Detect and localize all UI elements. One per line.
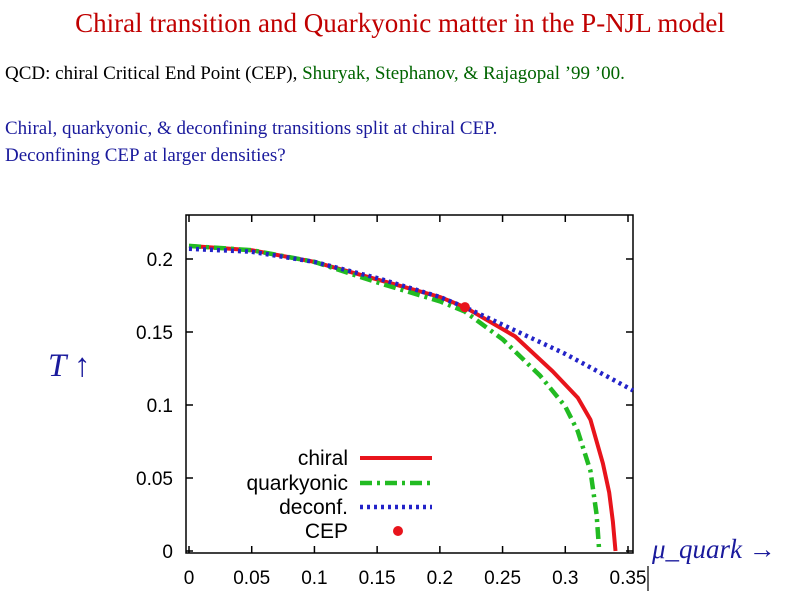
y-tick-label: 0 [162,542,173,563]
legend-label-deconf: deconf. [279,496,348,519]
cep-intro-line: QCD: chiral Critical End Point (CEP), Sh… [5,63,625,85]
x-tick-label: 0.2 [427,568,453,589]
legend-label-quarkyonic: quarkyonic [246,472,348,495]
cep-point [459,302,470,313]
slide-title: Chiral transition and Quarkyonic matter … [75,8,725,38]
tick-marks [186,215,633,553]
legend-label-chiral: chiral [298,447,348,470]
plot-frame [185,214,634,554]
deconfining-cep-question: Deconfining CEP at larger densities? [5,145,286,166]
y-tick-label: 0.2 [147,250,173,271]
y-tick-label: 0.1 [147,396,173,417]
legend: chiral quarkyonic deconf. CEP [246,447,432,543]
x-tick-label: 0.05 [233,568,270,589]
x-axis-label: μ_quark → [651,534,776,564]
x-tick-label: 0.3 [552,568,578,589]
curve-chiral [188,243,618,552]
x-tick-labels: 0 0.05 0.1 0.15 0.2 0.25 0.3 0.35 [184,568,647,589]
legend-marker-cep [393,526,403,536]
x-tick-label: 0 [184,568,195,589]
curve-quarkyonic [188,243,602,552]
x-tick-label: 0.35 [610,568,647,589]
x-tick-label: 0.1 [301,568,327,589]
y-tick-label: 0.05 [136,469,173,490]
y-tick-labels: 0 0.05 0.1 0.15 0.2 [136,250,173,563]
y-axis-label: T ↑ [48,348,91,384]
cep-intro-text: QCD: chiral Critical End Point (CEP), [5,63,298,84]
legend-label-cep: CEP [305,520,348,543]
x-tick-label: 0.15 [359,568,396,589]
cep-references: Shuryak, Stephanov, & Rajagopal ’99 ’00. [302,63,625,84]
curves [188,243,635,552]
x-tick-label: 0.25 [484,568,521,589]
curve-deconf [188,246,635,393]
y-tick-label: 0.15 [136,323,173,344]
transitions-split-text: Chiral, quarkyonic, & deconfining transi… [5,118,498,139]
